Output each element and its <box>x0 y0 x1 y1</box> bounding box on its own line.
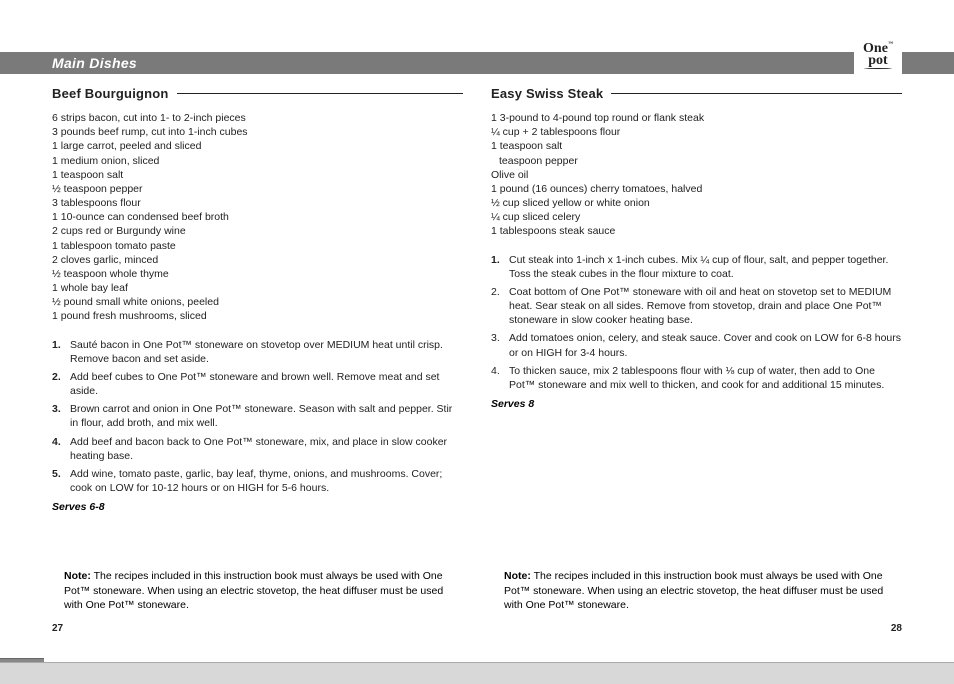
recipe-title: Beef Bourguignon <box>52 86 169 101</box>
logo-underline <box>864 67 892 69</box>
step-row: 1.Cut steak into 1-inch x 1-inch cubes. … <box>491 253 902 281</box>
ingredient-line: 1 medium onion, sliced <box>52 154 463 168</box>
ingredient-line: 1 pound fresh mushrooms, sliced <box>52 309 463 323</box>
step-text: Add beef and bacon back to One Pot™ ston… <box>70 435 463 463</box>
ingredient-line: ½ pound small white onions, peeled <box>52 295 463 309</box>
title-rule <box>611 93 902 94</box>
step-text: Coat bottom of One Pot™ stoneware with o… <box>509 285 902 328</box>
note-label: Note: <box>64 570 91 582</box>
step-number: 4. <box>491 364 509 392</box>
ingredient-line: 1 10-ounce can condensed beef broth <box>52 210 463 224</box>
step-row: 5.Add wine, tomato paste, garlic, bay le… <box>52 467 463 495</box>
step-row: 2.Add beef cubes to One Pot™ stoneware a… <box>52 370 463 398</box>
ingredients-list: 1 3-pound to 4-pound top round or flank … <box>491 111 902 239</box>
brand-logo-text: One™ pot <box>863 43 893 67</box>
note-text: The recipes included in this instruction… <box>64 570 443 610</box>
ingredient-line: 1 teaspoon salt <box>491 139 902 153</box>
logo-line-2: pot <box>868 53 887 68</box>
ingredient-line: 1 whole bay leaf <box>52 281 463 295</box>
step-number: 5. <box>52 467 70 495</box>
left-column: Beef Bourguignon 6 strips bacon, cut int… <box>52 86 463 513</box>
content-columns: Beef Bourguignon 6 strips bacon, cut int… <box>0 46 954 513</box>
ingredient-line: ¼ cup sliced celery <box>491 210 902 224</box>
step-text: Sauté bacon in One Pot™ stoneware on sto… <box>70 338 463 366</box>
ingredient-line: 1 tablespoons steak sauce <box>491 224 902 238</box>
ingredient-line: 1 3-pound to 4-pound top round or flank … <box>491 111 902 125</box>
step-text: Add wine, tomato paste, garlic, bay leaf… <box>70 467 463 495</box>
note-box: Note: The recipes included in this instr… <box>498 569 896 612</box>
brand-logo: One™ pot <box>854 32 902 80</box>
section-header-bar: Main Dishes <box>0 52 954 74</box>
note-text: The recipes included in this instruction… <box>504 570 883 610</box>
step-row: 4.To thicken sauce, mix 2 tablespoons fl… <box>491 364 902 392</box>
step-number: 4. <box>52 435 70 463</box>
ingredient-line: ½ teaspoon whole thyme <box>52 267 463 281</box>
ingredient-line: ½ cup sliced yellow or white onion <box>491 196 902 210</box>
section-title: Main Dishes <box>52 55 137 71</box>
ingredient-line: 1 large carrot, peeled and sliced <box>52 139 463 153</box>
serves-text: Serves 8 <box>491 398 902 410</box>
step-row: 2.Coat bottom of One Pot™ stoneware with… <box>491 285 902 328</box>
ingredient-line: ½ teaspoon pepper <box>52 182 463 196</box>
page: Main Dishes One™ pot Beef Bourguignon 6 … <box>0 0 954 684</box>
page-number-left: 27 <box>52 623 63 634</box>
steps-list: 1.Cut steak into 1-inch x 1-inch cubes. … <box>491 253 902 393</box>
step-row: 3.Add tomatoes onion, celery, and steak … <box>491 331 902 359</box>
step-number: 3. <box>52 402 70 430</box>
ingredient-line: ¼ cup + 2 tablespoons flour <box>491 125 902 139</box>
ingredient-line: 6 strips bacon, cut into 1- to 2-inch pi… <box>52 111 463 125</box>
step-text: Brown carrot and onion in One Pot™ stone… <box>70 402 463 430</box>
right-column: Easy Swiss Steak 1 3-pound to 4-pound to… <box>491 86 902 513</box>
note-box: Note: The recipes included in this instr… <box>58 569 456 612</box>
ingredient-line: 3 pounds beef rump, cut into 1-inch cube… <box>52 125 463 139</box>
page-number-right: 28 <box>891 623 902 634</box>
page-bottom-edge <box>0 662 954 684</box>
step-text: To thicken sauce, mix 2 tablespoons flou… <box>509 364 902 392</box>
step-number: 2. <box>52 370 70 398</box>
tm-mark: ™ <box>888 42 893 47</box>
step-row: 4.Add beef and bacon back to One Pot™ st… <box>52 435 463 463</box>
step-text: Cut steak into 1-inch x 1-inch cubes. Mi… <box>509 253 902 281</box>
serves-text: Serves 6-8 <box>52 501 463 513</box>
ingredient-line: 2 cups red or Burgundy wine <box>52 224 463 238</box>
ingredients-list: 6 strips bacon, cut into 1- to 2-inch pi… <box>52 111 463 324</box>
ingredient-line: teaspoon pepper <box>491 154 902 168</box>
recipe-title: Easy Swiss Steak <box>491 86 603 101</box>
note-label: Note: <box>504 570 531 582</box>
step-row: 3.Brown carrot and onion in One Pot™ sto… <box>52 402 463 430</box>
step-number: 2. <box>491 285 509 328</box>
step-text: Add tomatoes onion, celery, and steak sa… <box>509 331 902 359</box>
ingredient-line: 1 tablespoon tomato paste <box>52 239 463 253</box>
step-row: 1.Sauté bacon in One Pot™ stoneware on s… <box>52 338 463 366</box>
ingredient-line: 1 teaspoon salt <box>52 168 463 182</box>
recipe-title-row: Easy Swiss Steak <box>491 86 902 101</box>
step-number: 3. <box>491 331 509 359</box>
step-number: 1. <box>52 338 70 366</box>
ingredient-line: 2 cloves garlic, minced <box>52 253 463 267</box>
ingredient-line: Olive oil <box>491 168 902 182</box>
step-text: Add beef cubes to One Pot™ stoneware and… <box>70 370 463 398</box>
title-rule <box>177 93 463 94</box>
ingredient-line: 1 pound (16 ounces) cherry tomatoes, hal… <box>491 182 902 196</box>
steps-list: 1.Sauté bacon in One Pot™ stoneware on s… <box>52 338 463 496</box>
recipe-title-row: Beef Bourguignon <box>52 86 463 101</box>
step-number: 1. <box>491 253 509 281</box>
ingredient-line: 3 tablespoons flour <box>52 196 463 210</box>
